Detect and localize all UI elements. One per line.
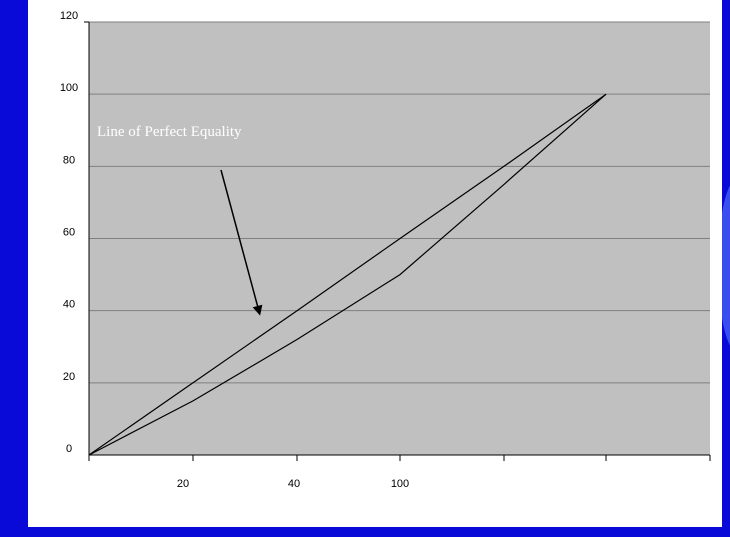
lorenz-curve (88, 93, 607, 456)
y-tick-label: 80 (63, 154, 75, 166)
y-tick-label: 0 (66, 443, 72, 455)
x-tick-label: 100 (391, 478, 409, 490)
y-tick-label: 40 (63, 299, 75, 311)
y-tick-label: 20 (63, 371, 75, 383)
annotation-label: Line of Perfect Equality (97, 124, 242, 140)
x-tick-label: 20 (177, 478, 189, 490)
annotation-arrow (220, 169, 263, 316)
y-tick-label: 120 (60, 10, 78, 22)
equality-line (88, 93, 607, 456)
x-tick-label: 40 (288, 478, 300, 490)
y-tick-label: 60 (63, 227, 75, 239)
y-tick-label: 100 (60, 82, 78, 94)
